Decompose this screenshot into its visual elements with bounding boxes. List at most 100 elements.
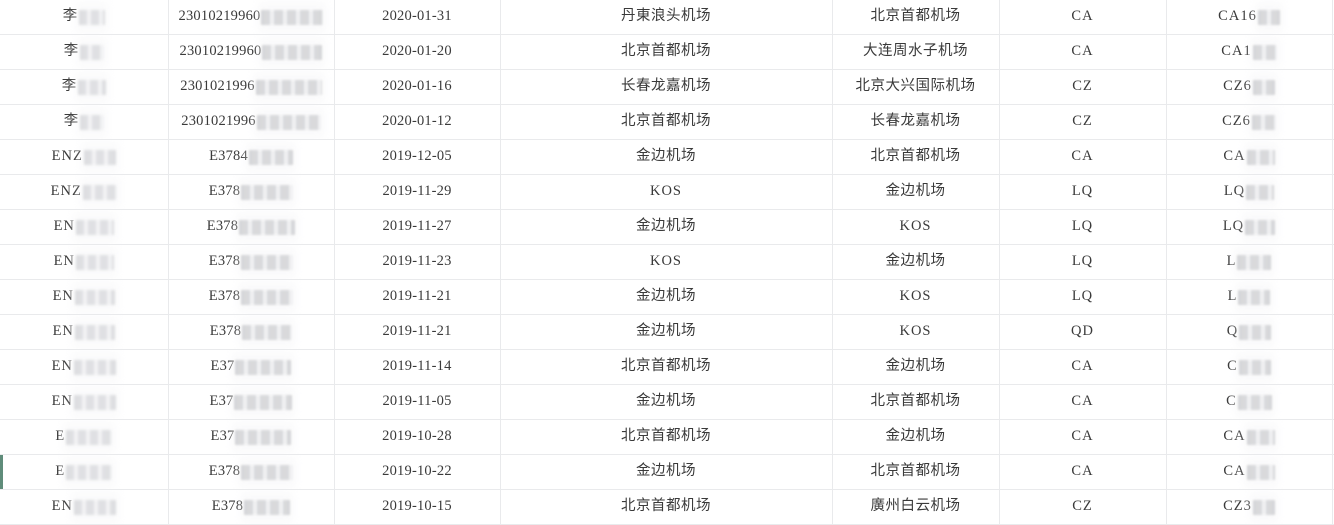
table-row[interactable]: E E378 2019-10-22 金边机场 北京首都机场 CA CA ENZHU xyxy=(0,454,1334,490)
flight-date-cell: 2019-11-23 xyxy=(334,244,501,280)
carrier-code-cell-text: CA xyxy=(1071,427,1094,444)
table-row[interactable]: EN E378 2019-11-21 金边机场 KOS QD Q ENZHU xyxy=(0,314,1334,350)
id-number-cell-value: 2301021996 xyxy=(180,78,322,96)
departure-airport-cell: 北京首都机场 xyxy=(500,349,833,385)
table-row[interactable]: EN E37 2019-11-05 金边机场 北京首都机场 CA C ENZHU xyxy=(0,384,1334,420)
table-row[interactable]: EN E378 2019-11-21 金边机场 KOS LQ L ENZHU xyxy=(0,279,1334,315)
table-row[interactable]: E E37 2019-10-28 北京首都机场 金边机场 CA CA ENZHU xyxy=(0,419,1334,455)
table-row[interactable]: 李 23010219960 2020-01-31 丹東浪头机场 北京首都机场 CA CA16 xyxy=(0,0,1334,35)
departure-airport-cell-value: 北京首都机场 xyxy=(621,498,711,516)
flight-number-cell-value: CZ6 xyxy=(1223,78,1275,96)
flight-date-cell-value: 2019-10-28 xyxy=(382,428,452,445)
departure-airport-cell-value: 北京首都机场 xyxy=(621,113,711,131)
flight-number-cell-text: C xyxy=(1227,357,1238,374)
table-row[interactable]: 李 23010219960 2020-01-20 北京首都机场 大连周水子机场 CA CA1 xyxy=(0,34,1334,70)
table-row[interactable]: EN E378 2019-11-23 KOS 金边机场 LQ L ENZHU xyxy=(0,244,1334,280)
departure-airport-cell: 金边机场 xyxy=(500,314,833,350)
flight-date-cell: 2019-11-29 xyxy=(334,174,501,210)
id-number-cell-text: E378 xyxy=(211,497,244,514)
id-number-cell-value: 2301021996 xyxy=(181,112,321,131)
carrier-code-cell: LQ xyxy=(999,174,1167,210)
flight-number-cell-text: CA xyxy=(1223,462,1246,479)
carrier-code-cell-text: LQ xyxy=(1071,182,1094,199)
flight-number-cell-text: CA xyxy=(1223,147,1246,164)
id-number-cell-value: E378 xyxy=(209,463,294,481)
flight-date-cell-text: 2019-11-21 xyxy=(382,287,452,304)
id-number-cell-value: E3784 xyxy=(209,148,293,166)
table-row[interactable]: EN E378 2019-11-27 金边机场 KOS LQ LQ ENZHU xyxy=(0,209,1334,245)
table-row[interactable]: ENZ E378 2019-11-29 KOS 金边机场 LQ LQ ENZHU xyxy=(0,174,1334,210)
arrival-airport-cell-value: 金边机场 xyxy=(886,428,946,446)
carrier-code-cell-value: CA xyxy=(1071,8,1093,25)
flight-number-cell-value: Q xyxy=(1227,323,1272,341)
arrival-airport-cell-value: 北京首都机场 xyxy=(870,392,961,411)
flight-date-cell: 2019-12-05 xyxy=(334,139,501,175)
passenger-name-cell-text: 李 xyxy=(63,112,79,129)
passenger-name-cell-text: 李 xyxy=(63,42,79,59)
passenger-name-cell-value: EN xyxy=(54,253,114,271)
id-number-cell-redaction-mask xyxy=(255,80,322,96)
id-number-cell-redaction-mask xyxy=(241,185,294,201)
arrival-airport-cell-text: 北京首都机场 xyxy=(870,392,961,409)
arrival-airport-cell-text: 北京首都机场 xyxy=(870,462,961,479)
arrival-airport-cell: 金边机场 xyxy=(832,349,1000,385)
flight-date-cell: 2020-01-12 xyxy=(334,104,501,140)
carrier-code-cell: CA xyxy=(999,454,1167,490)
table-row[interactable]: ENZ E3784 2019-12-05 金边机场 北京首都机场 CA CA ENZHU xyxy=(0,139,1334,175)
departure-airport-cell-value: 金边机场 xyxy=(636,323,696,341)
arrival-airport-cell: 北京首都机场 xyxy=(832,0,1000,35)
arrival-airport-cell: KOS xyxy=(832,314,1000,350)
arrival-airport-cell-text: 金边机场 xyxy=(885,182,946,199)
flight-number-cell-value: CA xyxy=(1223,428,1275,446)
flight-date-cell-value: 2019-10-15 xyxy=(382,498,452,515)
arrival-airport-cell-text: KOS xyxy=(899,322,932,339)
passenger-name-cell-redaction-mask xyxy=(75,255,114,271)
departure-airport-cell-value: 北京首都机场 xyxy=(621,358,711,376)
table-row[interactable]: 李 2301021996 2020-01-16 长春龙嘉机场 北京大兴国际机场 CZ CZ6 xyxy=(0,69,1334,105)
source-system-cell xyxy=(1332,0,1334,35)
table-row[interactable]: 李 2301021996 2020-01-12 北京首都机场 长春龙嘉机场 CZ CZ6 xyxy=(0,104,1334,140)
flight-number-cell: CA xyxy=(1166,139,1333,175)
passenger-name-cell-text: EN xyxy=(52,322,74,339)
departure-airport-cell-text: 金边机场 xyxy=(636,217,696,234)
carrier-code-cell: CZ xyxy=(999,104,1167,140)
departure-airport-cell-value: 金边机场 xyxy=(636,392,696,411)
flight-number-cell-redaction-mask xyxy=(1245,220,1276,236)
departure-airport-cell-text: 金边机场 xyxy=(636,392,696,409)
table-row[interactable]: EN E37 2019-11-14 北京首都机场 金边机场 CA C ENZHU xyxy=(0,349,1334,385)
flight-number-cell-redaction-mask xyxy=(1246,430,1275,446)
passenger-name-cell-text: EN xyxy=(51,357,73,374)
departure-airport-cell-text: 金边机场 xyxy=(636,147,696,164)
passenger-name-cell-redaction-mask xyxy=(78,10,105,26)
flight-date-cell: 2020-01-20 xyxy=(334,34,501,70)
carrier-code-cell-text: CA xyxy=(1071,392,1094,409)
arrival-airport-cell-text: 北京首都机场 xyxy=(870,7,961,24)
arrival-airport-cell: KOS xyxy=(832,209,1000,245)
passenger-name-cell: E xyxy=(0,419,169,455)
id-number-cell-text: 2301021996 xyxy=(181,112,256,129)
flight-number-cell: L xyxy=(1166,244,1333,280)
flight-number-cell: CA xyxy=(1166,454,1333,490)
passenger-name-cell-value: E xyxy=(55,462,113,481)
flight-date-cell-value: 2020-01-12 xyxy=(382,112,452,130)
departure-airport-cell-value: KOS xyxy=(650,183,682,200)
carrier-code-cell-text: CA xyxy=(1071,147,1094,164)
flight-number-cell: LQ xyxy=(1166,174,1333,210)
flight-date-cell-value: 2019-11-23 xyxy=(382,253,451,270)
flight-number-cell-text: L xyxy=(1227,287,1238,304)
flight-date-cell: 2020-01-31 xyxy=(334,0,501,35)
passenger-name-cell-value: ENZ xyxy=(51,183,117,201)
id-number-cell: E378 xyxy=(168,454,335,490)
carrier-code-cell-text: CA xyxy=(1071,357,1094,374)
passenger-name-cell-text: E xyxy=(55,462,66,479)
departure-airport-cell: 北京首都机场 xyxy=(500,489,833,525)
flight-number-cell-value: LQ xyxy=(1223,218,1276,236)
flight-number-cell-redaction-mask xyxy=(1252,500,1275,516)
flight-number-cell-value: L xyxy=(1227,287,1271,306)
flight-date-cell-text: 2020-01-12 xyxy=(382,112,452,129)
departure-airport-cell-value: 丹東浪头机场 xyxy=(621,8,711,26)
flight-date-cell-text: 2020-01-16 xyxy=(382,77,452,94)
departure-airport-cell: 金边机场 xyxy=(500,279,833,315)
id-number-cell-redaction-mask xyxy=(244,500,291,516)
